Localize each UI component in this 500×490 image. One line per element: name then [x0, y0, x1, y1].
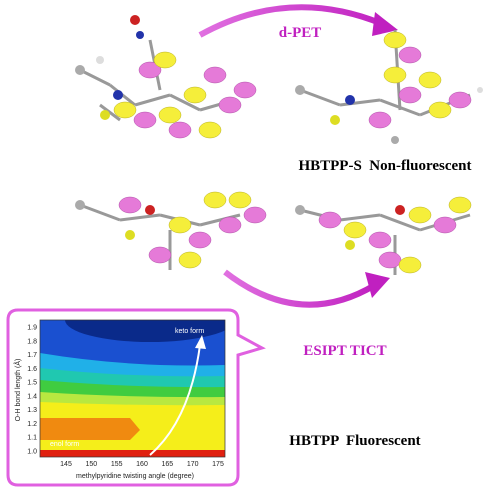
plot-frame [39, 319, 226, 458]
y-tick-label: 1.3 [27, 407, 37, 414]
x-tick-label: 150 [85, 461, 97, 468]
y-tick-label: 1.7 [27, 352, 37, 359]
arrow-head [372, 12, 398, 36]
contour-plot [40, 320, 225, 457]
x-tick-label: 170 [187, 461, 199, 468]
y-axis-label: O-H bond length (Å) [13, 359, 22, 422]
arrow [223, 269, 377, 308]
caption: HBTPP-S Non-fluorescent [298, 158, 471, 174]
y-tick-label: 1.4 [27, 393, 37, 400]
y-tick-label: 1.6 [27, 366, 37, 373]
arrow-label: d-PET [279, 25, 322, 41]
y-tick-label: 1.1 [27, 435, 37, 442]
x-tick-label: 165 [161, 461, 173, 468]
annotation: enol form [50, 441, 79, 448]
arrow [198, 4, 387, 38]
y-tick-label: 1.8 [27, 338, 37, 345]
arrow-label: ESIPT TICT [303, 343, 386, 359]
arrow-head [365, 272, 390, 298]
y-tick-label: 1.5 [27, 380, 37, 387]
x-tick-label: 155 [111, 461, 123, 468]
molecule [75, 15, 257, 139]
y-tick-label: 1.0 [27, 449, 37, 456]
x-tick-label: 160 [136, 461, 148, 468]
x-axis-label: methylpyridine twisting angle (degree) [76, 473, 194, 480]
molecule [75, 191, 267, 270]
y-tick-label: 1.2 [27, 421, 37, 428]
annotation: keto form [175, 328, 204, 335]
y-tick-label: 1.9 [27, 325, 37, 332]
molecule [295, 29, 483, 144]
molecule [295, 196, 472, 275]
x-tick-label: 145 [60, 461, 72, 468]
x-tick-label: 175 [212, 461, 224, 468]
caption: HBTPP Fluorescent [289, 433, 420, 449]
